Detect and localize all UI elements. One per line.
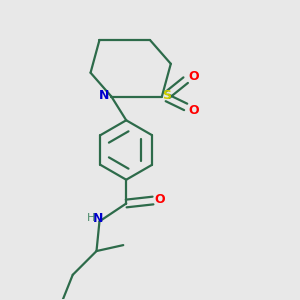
Text: N: N xyxy=(99,88,109,101)
Text: O: O xyxy=(189,104,199,117)
Text: H: H xyxy=(87,213,95,224)
Text: S: S xyxy=(162,88,171,101)
Text: O: O xyxy=(154,193,165,206)
Text: N: N xyxy=(93,212,103,225)
Text: O: O xyxy=(189,70,199,83)
